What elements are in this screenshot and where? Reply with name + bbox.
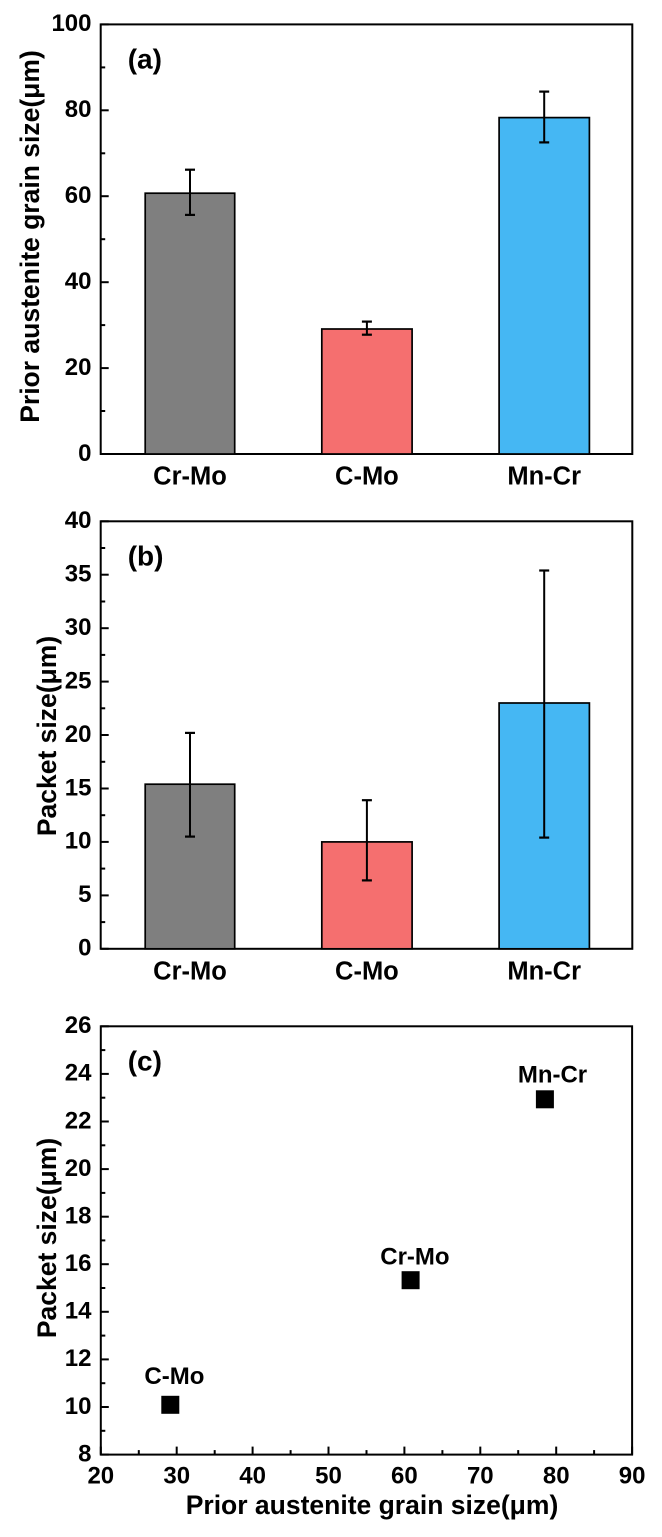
svg-text:20: 20	[65, 354, 92, 381]
svg-text:40: 40	[239, 1463, 266, 1490]
svg-text:25: 25	[65, 667, 92, 694]
svg-text:Mn-Cr: Mn-Cr	[518, 1061, 587, 1088]
svg-text:5: 5	[78, 881, 91, 908]
svg-text:40: 40	[65, 268, 92, 295]
svg-text:20: 20	[65, 1155, 92, 1182]
svg-text:50: 50	[315, 1463, 342, 1490]
svg-text:60: 60	[65, 182, 92, 209]
svg-text:8: 8	[78, 1440, 91, 1467]
svg-text:Cr-Mo: Cr-Mo	[153, 463, 227, 491]
svg-text:Prior austenite grain size(μm): Prior austenite grain size(μm)	[186, 1490, 559, 1520]
svg-text:Prior austenite grain size(μm): Prior austenite grain size(μm)	[15, 50, 45, 423]
svg-text:12: 12	[65, 1345, 92, 1372]
svg-text:(a): (a)	[128, 44, 162, 75]
svg-text:(b): (b)	[128, 540, 164, 571]
svg-text:Mn-Cr: Mn-Cr	[507, 463, 581, 491]
svg-text:24: 24	[65, 1060, 92, 1087]
svg-text:70: 70	[467, 1463, 494, 1490]
svg-text:35: 35	[65, 561, 92, 588]
svg-text:C-Mo: C-Mo	[335, 958, 399, 986]
svg-text:0: 0	[78, 440, 91, 467]
svg-text:0: 0	[78, 935, 91, 962]
svg-text:90: 90	[619, 1463, 646, 1490]
svg-text:Cr-Mo: Cr-Mo	[153, 958, 227, 986]
svg-text:15: 15	[65, 774, 92, 801]
svg-text:Mn-Cr: Mn-Cr	[507, 958, 581, 986]
svg-text:(c): (c)	[128, 1045, 162, 1076]
svg-text:40: 40	[65, 507, 92, 534]
svg-text:26: 26	[65, 1012, 92, 1039]
svg-text:20: 20	[87, 1463, 114, 1490]
svg-text:Packet size(μm): Packet size(μm)	[32, 636, 62, 836]
svg-text:C-Mo: C-Mo	[335, 463, 399, 491]
svg-text:30: 30	[65, 614, 92, 641]
svg-text:16: 16	[65, 1250, 92, 1277]
svg-text:10: 10	[65, 1393, 92, 1420]
svg-text:80: 80	[65, 96, 92, 123]
svg-text:C-Mo: C-Mo	[144, 1363, 204, 1390]
svg-text:60: 60	[391, 1463, 418, 1490]
svg-text:Cr-Mo: Cr-Mo	[380, 1243, 449, 1270]
svg-text:14: 14	[65, 1298, 92, 1325]
svg-text:100: 100	[51, 10, 91, 37]
svg-text:22: 22	[65, 1107, 92, 1134]
svg-text:80: 80	[543, 1463, 570, 1490]
svg-text:30: 30	[163, 1463, 190, 1490]
svg-text:18: 18	[65, 1203, 92, 1230]
svg-text:10: 10	[65, 828, 92, 855]
svg-text:20: 20	[65, 721, 92, 748]
svg-text:Packet size(μm): Packet size(μm)	[32, 1138, 62, 1338]
